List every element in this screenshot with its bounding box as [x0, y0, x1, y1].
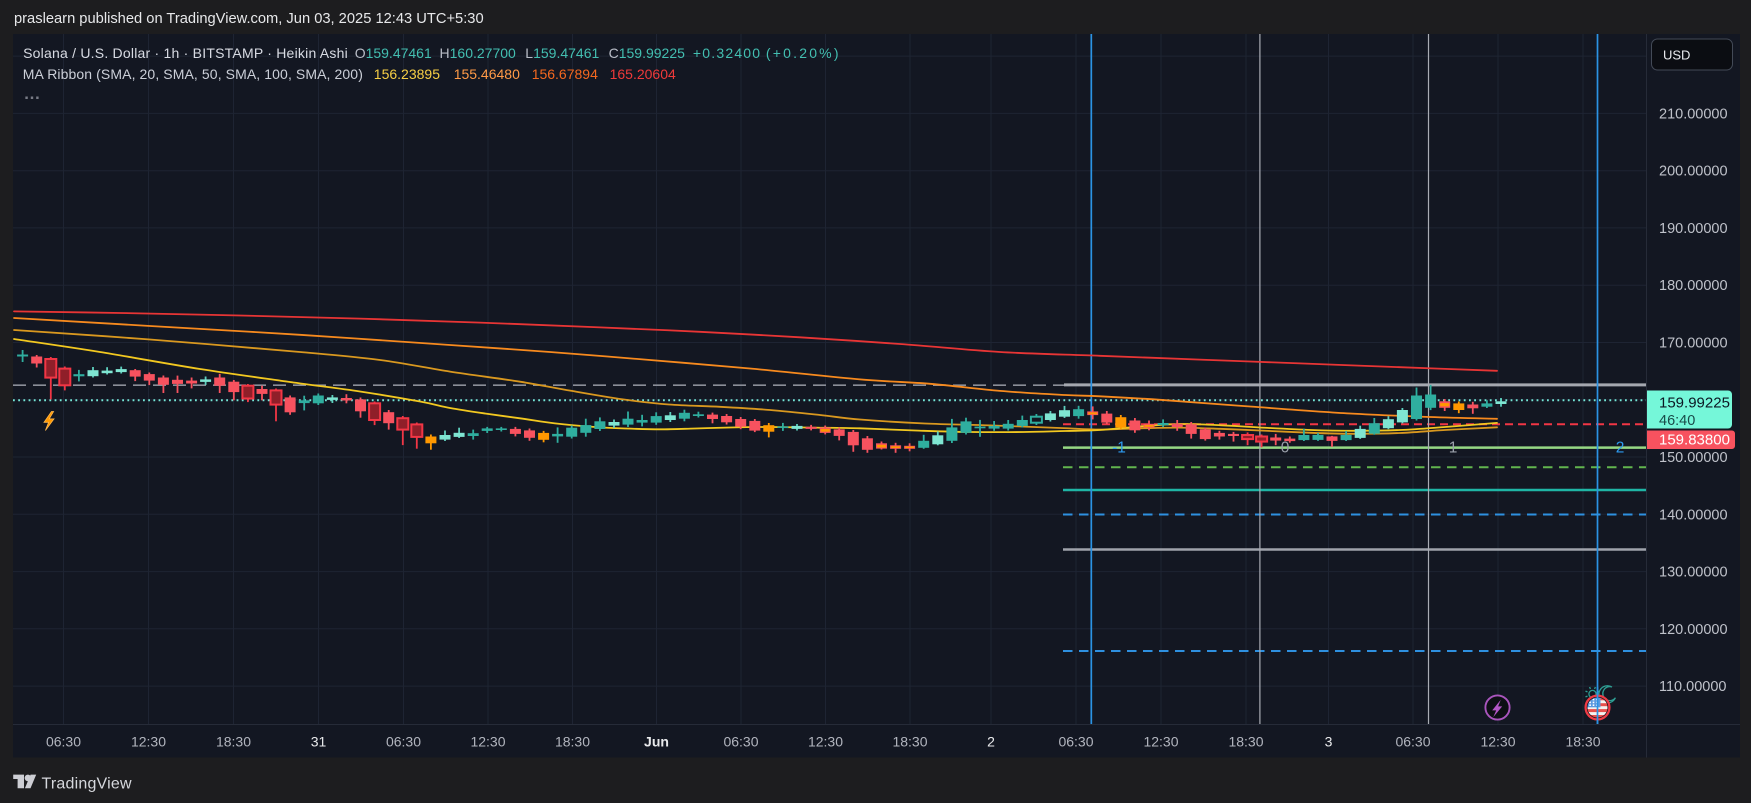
svg-text:150.00000: 150.00000: [1659, 450, 1728, 466]
svg-text:190.00000: 190.00000: [1659, 221, 1728, 237]
svg-text:46:40: 46:40: [1659, 413, 1695, 429]
svg-text:Jun: Jun: [644, 734, 669, 750]
svg-text:130.00000: 130.00000: [1659, 565, 1728, 581]
svg-text:06:30: 06:30: [1395, 734, 1430, 750]
svg-text:06:30: 06:30: [723, 734, 758, 750]
svg-text:18:30: 18:30: [1228, 734, 1263, 750]
svg-text:18:30: 18:30: [1565, 734, 1600, 750]
svg-text:159.83800: 159.83800: [1659, 432, 1730, 449]
svg-text:06:30: 06:30: [46, 734, 81, 750]
svg-text:180.00000: 180.00000: [1659, 278, 1728, 294]
svg-text:TradingView: TradingView: [42, 776, 132, 793]
svg-text:140.00000: 140.00000: [1659, 507, 1728, 523]
svg-text:12:30: 12:30: [1480, 734, 1515, 750]
svg-text:06:30: 06:30: [1058, 734, 1093, 750]
svg-text:2: 2: [1616, 440, 1625, 457]
svg-text:USD: USD: [1663, 48, 1690, 63]
svg-text:12:30: 12:30: [470, 734, 505, 750]
svg-text:3: 3: [1325, 734, 1333, 750]
svg-text:210.00000: 210.00000: [1659, 106, 1728, 122]
svg-text:18:30: 18:30: [216, 734, 251, 750]
svg-text:1: 1: [1449, 440, 1458, 457]
svg-text:110.00000: 110.00000: [1659, 679, 1726, 695]
svg-text:200.00000: 200.00000: [1659, 164, 1728, 180]
svg-text:18:30: 18:30: [555, 734, 590, 750]
svg-text:12:30: 12:30: [808, 734, 843, 750]
svg-text:170.00000: 170.00000: [1659, 336, 1728, 352]
svg-text:12:30: 12:30: [1143, 734, 1178, 750]
svg-text:-1: -1: [1112, 440, 1126, 457]
svg-text:12:30: 12:30: [131, 734, 166, 750]
svg-text:06:30: 06:30: [386, 734, 421, 750]
svg-text:159.99225: 159.99225: [1659, 395, 1730, 412]
svg-text:120.00000: 120.00000: [1659, 622, 1728, 638]
svg-text:31: 31: [311, 734, 327, 750]
svg-text:2: 2: [987, 734, 995, 750]
svg-text:18:30: 18:30: [892, 734, 927, 750]
svg-text:0: 0: [1281, 440, 1290, 457]
